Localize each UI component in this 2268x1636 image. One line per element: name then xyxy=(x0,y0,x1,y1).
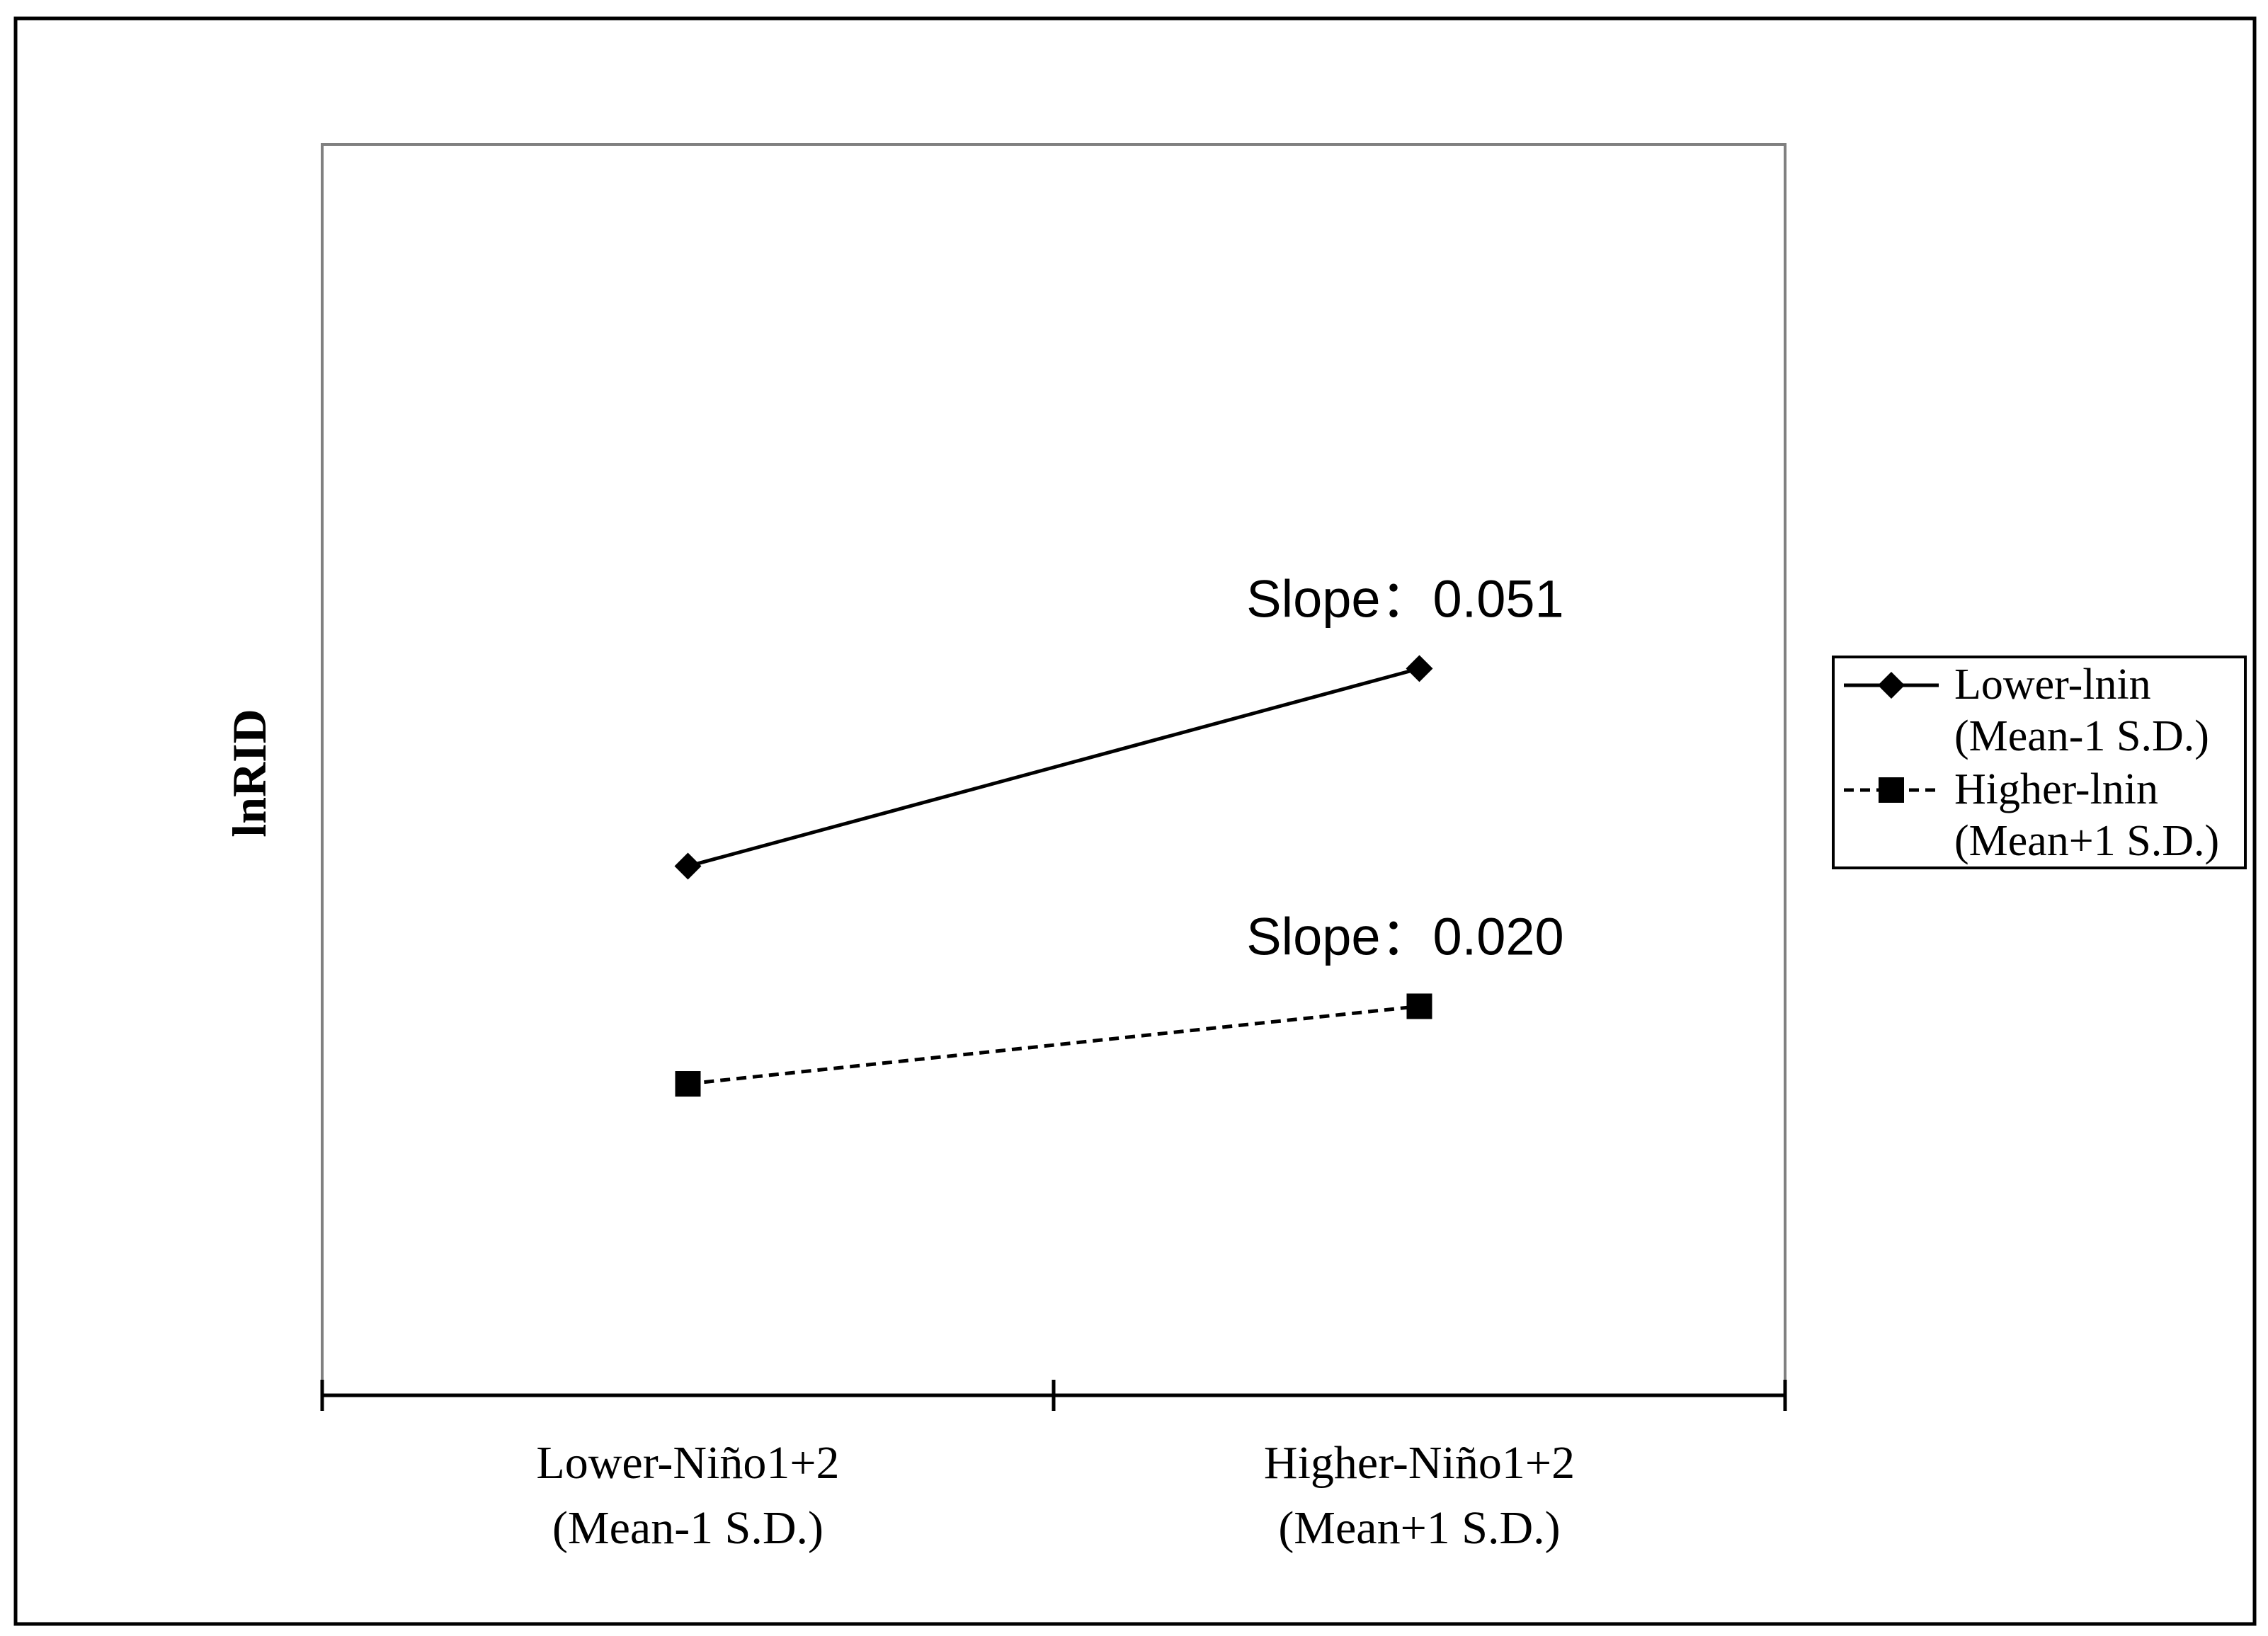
legend-label-1: Lower-lnin (Mean-1 S.D.) xyxy=(1954,660,2209,760)
x-tick-label-line: Lower-Niño1+2 xyxy=(536,1437,839,1489)
slope-annotation-2: Slope：0.020 xyxy=(1246,907,1563,966)
x-ticks xyxy=(320,1380,1787,1411)
x-tick-labels: Lower-Niño1+2 (Mean-1 S.D.) Higher-Niño1+2… xyxy=(536,1437,1575,1554)
legend-marker-2 xyxy=(1879,777,1904,803)
y-axis-label: lnRID xyxy=(222,709,276,837)
series-2-point xyxy=(675,1071,701,1097)
series-1-point xyxy=(1406,655,1433,682)
legend-label-line: (Mean+1 S.D.) xyxy=(1954,817,2219,865)
series-line-1 xyxy=(687,666,1420,868)
x-tick-label: Higher-Niño1+2 (Mean+1 S.D.) xyxy=(1264,1437,1575,1554)
x-tick-label-line: (Mean-1 S.D.) xyxy=(552,1502,824,1554)
x-tick-label-line: Higher-Niño1+2 xyxy=(1264,1437,1575,1489)
legend-label-line: (Mean-1 S.D.) xyxy=(1954,712,2209,760)
x-tick-label-line: (Mean+1 S.D.) xyxy=(1278,1502,1560,1554)
legend-label-line: Higher-lnin xyxy=(1954,765,2158,813)
series-2-point xyxy=(1406,993,1432,1019)
legend-label-2: Higher-lnin (Mean+1 S.D.) xyxy=(1954,765,2219,865)
legend-box xyxy=(1832,656,2247,869)
slope-annotation-1: Slope：0.051 xyxy=(1246,569,1563,628)
legend-marker-1 xyxy=(1878,672,1905,699)
legend: Lower-lnin (Mean-1 S.D.)Higher-lnin (Mean+… xyxy=(1832,656,2247,869)
series-1-point xyxy=(674,852,702,880)
slope-annotations: Slope：0.051 Slope：0.020 xyxy=(1246,569,1563,966)
legend-label-line: Lower-lnin xyxy=(1954,660,2151,709)
series-line-2 xyxy=(688,1004,1420,1086)
x-tick-label: Lower-Niño1+2 (Mean-1 S.D.) xyxy=(536,1437,839,1554)
plot-area xyxy=(321,143,1787,1397)
series-group xyxy=(674,655,1433,1097)
